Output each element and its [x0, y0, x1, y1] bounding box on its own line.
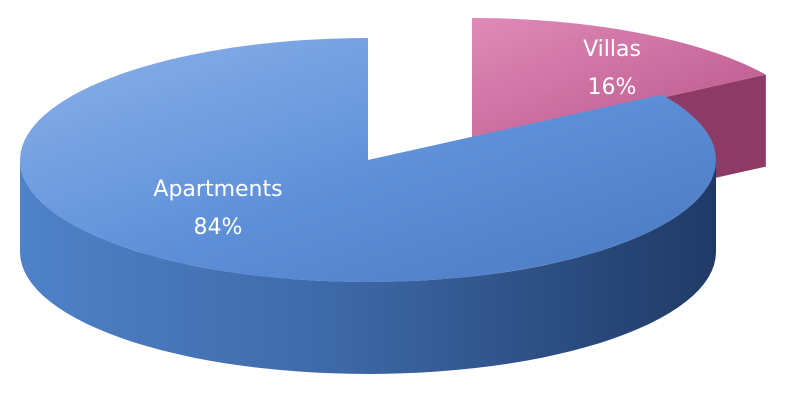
slice-value-apartments: 84% [194, 215, 243, 240]
slice-label-apartments: Apartments [153, 177, 282, 202]
pie-slices [20, 18, 766, 374]
slice-top-villas [472, 18, 766, 140]
pie-labels: Apartments 84% Villas 16% [153, 37, 641, 240]
slice-side-apartments [20, 160, 716, 374]
slice-value-villas: 16% [588, 75, 637, 100]
slice-top-apartments [20, 38, 716, 282]
slice-label-villas: Villas [583, 37, 641, 62]
slice-apartments [20, 38, 716, 374]
